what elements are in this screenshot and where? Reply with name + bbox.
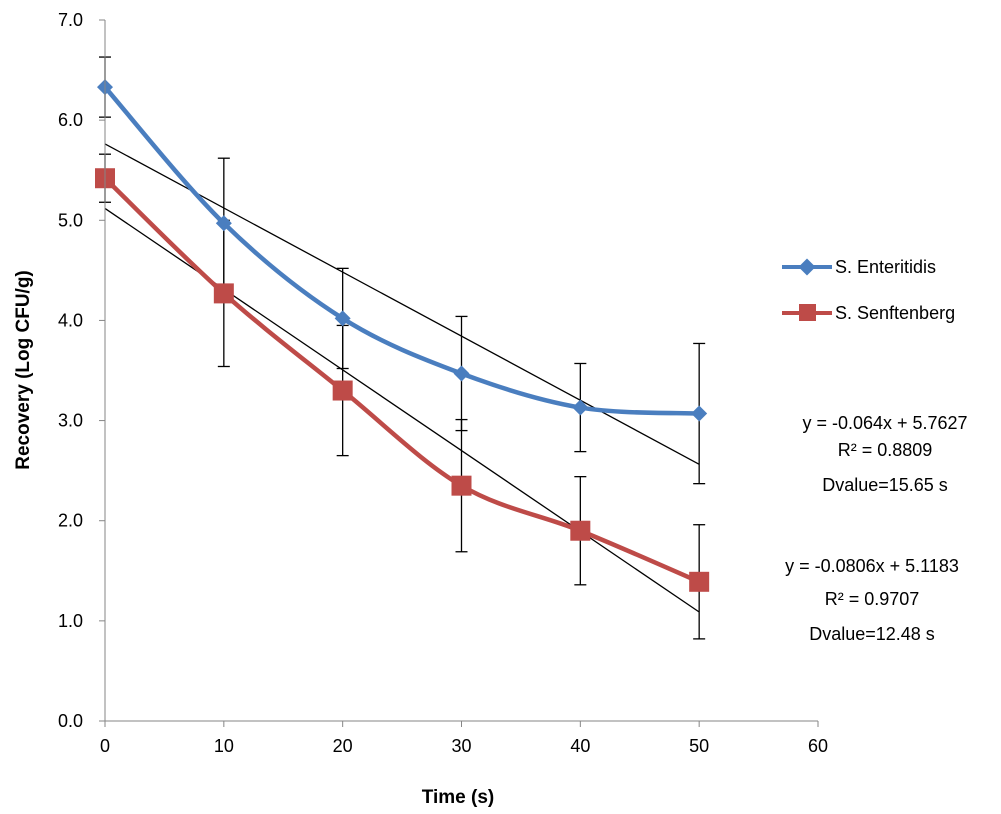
x-tick-label: 30 — [451, 736, 471, 756]
data-point-0 — [572, 399, 589, 416]
data-point-0 — [334, 310, 351, 327]
data-point-1 — [451, 475, 472, 496]
trendline-equations: y = -0.064x + 5.7627 R² = 0.8809 Dvalue=… — [785, 413, 967, 644]
axes: 0 10 20 30 40 50 60 0.0 1.0 2.0 3.0 4.0 5.0 6.0 7.0 — [58, 10, 828, 756]
x-tick-label: 0 — [100, 736, 110, 756]
legend-marker-enteritidis — [798, 258, 816, 276]
equation-enteritidis: y = -0.064x + 5.7627 — [802, 413, 967, 433]
data-point-0 — [453, 365, 470, 382]
x-axis-title: Time (s) — [422, 787, 495, 808]
y-tick-label: 6.0 — [58, 110, 83, 130]
dvalue-enteritidis: Dvalue=15.65 s — [822, 475, 948, 495]
legend-item-enteritidis: S. Enteritidis — [782, 257, 936, 277]
x-tick-label: 20 — [333, 736, 353, 756]
data-point-1 — [332, 380, 353, 401]
r2-enteritidis: R² = 0.8809 — [838, 440, 933, 460]
equation-senftenberg: y = -0.0806x + 5.1183 — [785, 556, 959, 576]
x-tick-label: 50 — [689, 736, 709, 756]
x-tick-label: 10 — [214, 736, 234, 756]
legend-item-senftenberg: S. Senftenberg — [782, 303, 955, 323]
dvalue-senftenberg: Dvalue=12.48 s — [809, 624, 935, 644]
y-tick-label: 2.0 — [58, 511, 83, 531]
y-tick-label: 4.0 — [58, 310, 83, 330]
x-tick-label: 60 — [808, 736, 828, 756]
legend-label-senftenberg: S. Senftenberg — [835, 303, 955, 323]
data-point-0 — [691, 405, 708, 422]
series-line-1 — [103, 176, 701, 584]
data-point-0 — [215, 215, 232, 232]
y-tick-label: 1.0 — [58, 611, 83, 631]
x-tick-label: 40 — [570, 736, 590, 756]
y-tick-label: 7.0 — [58, 10, 83, 30]
y-tick-label: 0.0 — [58, 711, 83, 731]
y-tick-label: 3.0 — [58, 411, 83, 431]
y-tick-label: 5.0 — [58, 210, 83, 230]
legend-marker-senftenberg — [799, 304, 816, 321]
legend: S. Enteritidis S. Senftenberg — [782, 257, 955, 323]
data-point-1 — [570, 520, 591, 541]
series-lines — [103, 85, 701, 584]
legend-label-enteritidis: S. Enteritidis — [835, 257, 936, 277]
y-axis-title: Recovery (Log CFU/g) — [13, 270, 34, 470]
data-point-1 — [689, 571, 710, 592]
series-markers — [95, 79, 710, 592]
data-point-1 — [213, 283, 234, 304]
series-line-0 — [103, 85, 700, 416]
r2-senftenberg: R² = 0.9707 — [825, 589, 920, 609]
